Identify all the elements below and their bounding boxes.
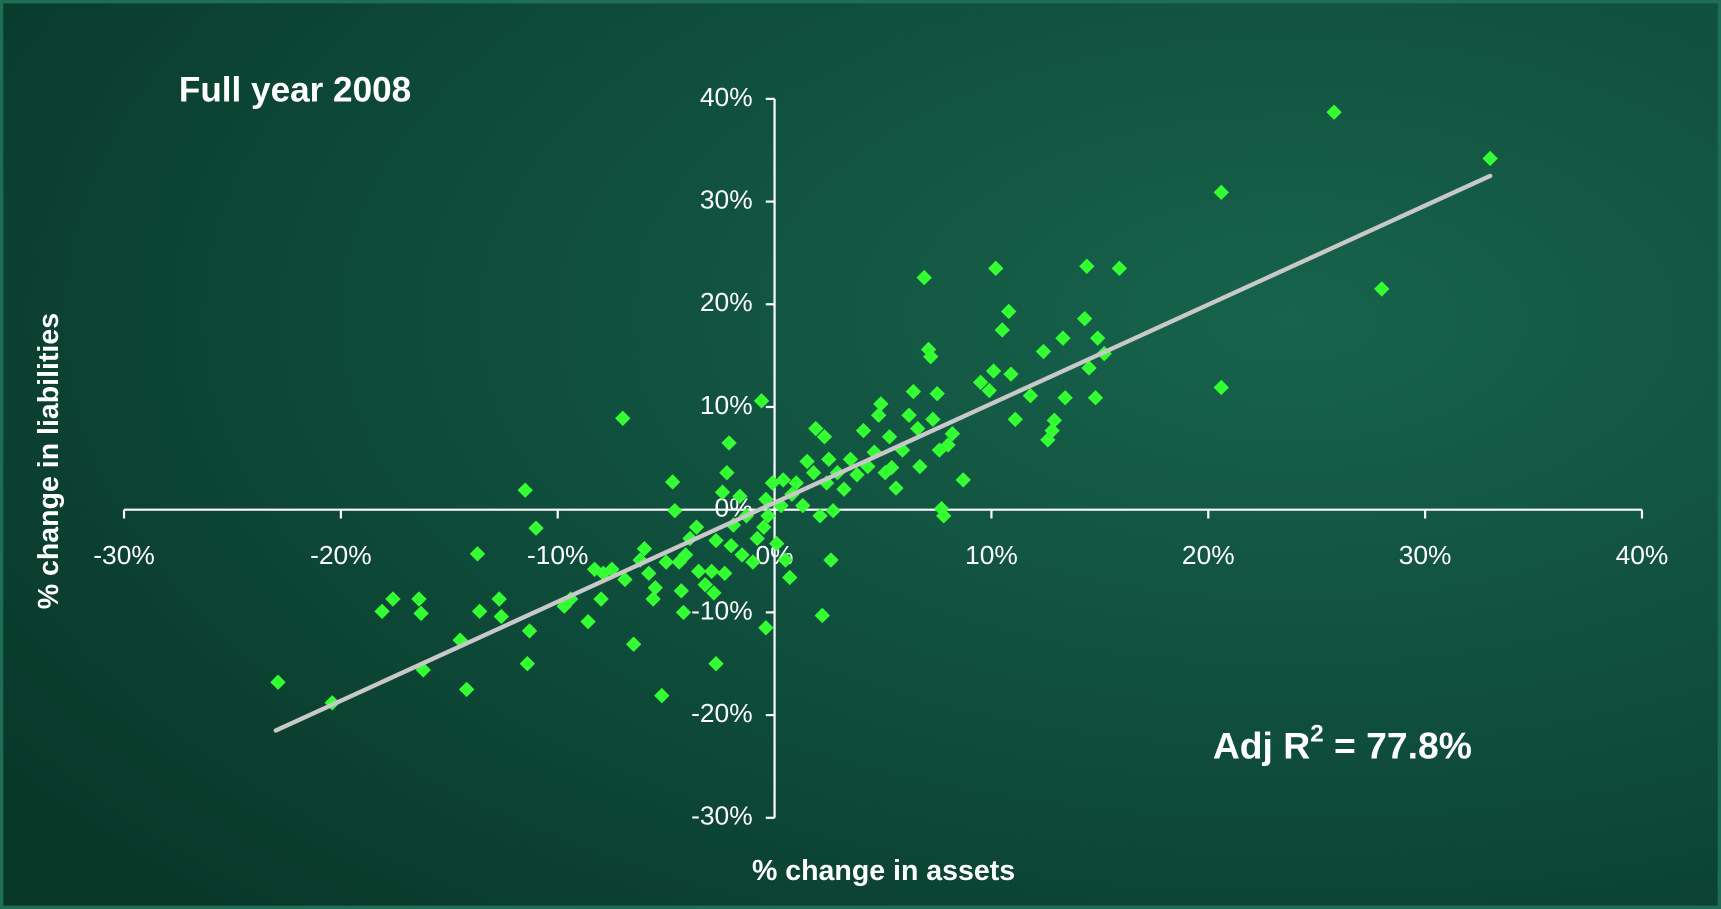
scatter-point <box>413 605 429 622</box>
annotation: Adj R2 = 77.8% <box>1213 721 1472 767</box>
y-tick-label: -20% <box>691 698 752 728</box>
scatter-point <box>517 482 533 498</box>
x-tick-label: 30% <box>1399 540 1452 570</box>
annotation-text: Adj R <box>1213 725 1310 767</box>
x-tick-label: -30% <box>93 540 154 570</box>
scatter-point <box>411 591 427 607</box>
trendline <box>273 173 1493 733</box>
scatter-point <box>1482 150 1498 167</box>
scatter-point <box>458 681 475 698</box>
scatter-point <box>1087 390 1104 406</box>
scatter-point <box>923 348 939 365</box>
scatter-point <box>528 520 544 536</box>
scatter-point <box>645 591 661 607</box>
scatter-point <box>842 451 859 468</box>
scatter-point <box>580 613 596 630</box>
scatter-point <box>799 453 815 470</box>
chart-title: Full year 2008 <box>179 71 411 110</box>
scatter-point <box>888 480 904 496</box>
scatter-point <box>1035 343 1052 360</box>
scatter-point <box>814 607 830 624</box>
annotation-rest: = 77.8% <box>1324 725 1472 767</box>
x-tick-label: 10% <box>965 540 1018 570</box>
scatter-point <box>385 591 401 607</box>
scatter-point <box>658 554 674 570</box>
scatter-point <box>521 623 538 639</box>
scatter-point <box>972 374 989 391</box>
scatter-point <box>641 565 657 582</box>
scatter-point <box>760 508 776 524</box>
scatter-point <box>988 260 1004 277</box>
scatter-point <box>795 497 811 514</box>
scatter-point <box>1111 260 1128 277</box>
scatter-point <box>788 475 804 491</box>
scatter-point <box>808 420 824 437</box>
scatter-point <box>1089 330 1106 346</box>
scatter-point <box>1213 379 1229 396</box>
scatter-point <box>647 580 663 596</box>
scatter-point <box>471 603 488 620</box>
scatter-point <box>873 396 889 412</box>
scatter-point <box>764 475 781 491</box>
scatter-point <box>1022 388 1039 404</box>
scatter-point <box>1007 411 1023 427</box>
scatter-point <box>723 537 739 554</box>
scatter-point <box>1044 422 1060 439</box>
scatter-point <box>714 484 731 500</box>
scatter-point <box>816 429 833 445</box>
scatter-point <box>625 636 642 652</box>
y-tick-label: -30% <box>691 801 752 831</box>
scatter-point <box>593 591 609 607</box>
scatter-point <box>667 503 683 519</box>
annotation-superscript: 2 <box>1310 721 1323 748</box>
scatter-point <box>493 608 510 625</box>
scatter-point <box>940 437 956 453</box>
scatter-point <box>745 554 761 570</box>
scatter-point <box>881 429 898 445</box>
scatter-point <box>673 583 690 599</box>
y-tick-label: 10% <box>700 390 753 420</box>
scatter-point <box>374 603 390 620</box>
scatter-point <box>1374 281 1390 297</box>
scatter-point <box>732 488 748 505</box>
scatter-point <box>1081 360 1097 376</box>
y-tick-label: 20% <box>700 287 753 317</box>
x-axis-label: % change in assets <box>752 855 1015 887</box>
x-tick-label: -20% <box>310 540 371 570</box>
scatter-point <box>901 407 917 423</box>
scatter-point <box>836 481 852 497</box>
scatter-point <box>1076 310 1093 327</box>
y-tick-label: 40% <box>700 82 753 112</box>
scatter-point <box>1003 366 1019 382</box>
scatter-point <box>758 620 774 636</box>
scatter-point <box>491 591 507 607</box>
y-tick-label: 30% <box>700 185 753 215</box>
x-tick-label: 20% <box>1182 540 1235 570</box>
x-tick-label: -10% <box>527 540 588 570</box>
scatter-point <box>1213 184 1229 201</box>
scatter-point <box>469 546 486 562</box>
y-tick-label: -10% <box>691 595 752 625</box>
scatter-point <box>777 552 794 568</box>
scatter-point <box>985 363 1002 379</box>
scatter-point <box>664 474 681 490</box>
scatter-point <box>849 467 865 483</box>
scatter-point <box>855 422 872 439</box>
scatter-point <box>697 576 713 593</box>
x-tick-label: 40% <box>1616 540 1669 570</box>
scatter-point <box>1057 390 1073 406</box>
scatter-point <box>912 458 928 475</box>
scatter-point <box>675 604 692 621</box>
y-axis-label: % change in liabilities <box>33 313 65 609</box>
scatter-point <box>883 459 900 476</box>
scatter-point <box>769 535 785 552</box>
scatter-point <box>704 563 720 579</box>
scatter-point <box>1046 412 1062 429</box>
scatter-point <box>749 530 765 547</box>
scatter-point <box>1055 330 1071 346</box>
scatter-point <box>690 563 707 579</box>
